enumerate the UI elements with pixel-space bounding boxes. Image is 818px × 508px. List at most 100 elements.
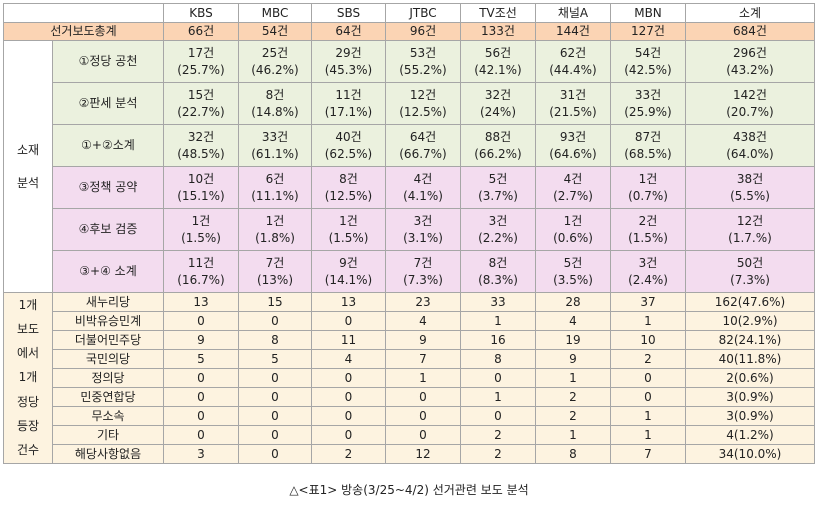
cell-text: 0	[197, 427, 205, 442]
row-label: 선거보도총계	[3, 22, 164, 41]
party-row: 해당사항없음 3 0 2 12 2 8 7 34(10.0%)	[4, 444, 815, 464]
cell: 133건	[460, 22, 536, 41]
column-header: MBC	[238, 3, 312, 23]
cell-text: 1	[494, 389, 502, 404]
column-header: MBN	[610, 3, 686, 23]
cell-text: 0	[419, 427, 427, 442]
cell-line: 12건	[736, 213, 764, 228]
cell-line: (3.7%)	[478, 188, 518, 203]
cell: 32건 (24%)	[460, 82, 536, 125]
row-label-text: 비박유승민계	[74, 313, 142, 328]
cell: 4(1.2%)	[685, 425, 815, 445]
row-label-text: ①+②소계	[81, 138, 135, 152]
cell: 2	[535, 406, 611, 426]
party-row: 더불어민주당 9 8 11 9 16 19 10 82(24.1%)	[4, 330, 815, 350]
cell-line: 32건	[484, 87, 512, 102]
cell: 38건 (5.5%)	[685, 166, 815, 209]
cell-text: 0	[271, 446, 279, 461]
row-label-text: 민중연합당	[80, 389, 136, 404]
cell-line: (22.7%)	[177, 104, 225, 119]
row-label: 비박유승민계	[52, 311, 164, 331]
cell-line: 296건	[733, 45, 767, 60]
caption: △<표1> 방송(3/25~4/2) 선거관련 보도 분석	[289, 483, 529, 497]
column-label: KBS	[189, 5, 213, 20]
cell-line: 8건	[488, 255, 508, 270]
cell: 0	[163, 368, 239, 388]
cell-line: (43.2%)	[726, 62, 774, 77]
cell: 31건 (21.5%)	[535, 82, 611, 125]
cell: 2건 (1.5%)	[610, 208, 686, 251]
cell: 1	[610, 311, 686, 331]
cell-text: 0	[271, 389, 279, 404]
cell-line: (2.7%)	[553, 188, 593, 203]
cell-line: 1건	[563, 213, 583, 228]
cell: 8건 (14.8%)	[238, 82, 312, 125]
cell-text: 96건	[409, 24, 437, 38]
row-label-text: 국민의당	[85, 351, 131, 366]
cell: 19	[535, 330, 611, 350]
cell: 142건 (20.7%)	[685, 82, 815, 125]
row-label: ④후보 검증	[52, 208, 164, 251]
cell: 12건 (1.7.%)	[685, 208, 815, 251]
cell: 93건 (64.6%)	[535, 124, 611, 167]
cell: 3(0.9%)	[685, 406, 815, 426]
row-label-text: 선거보도총계	[50, 24, 117, 38]
cell-line: (3.5%)	[553, 272, 593, 287]
party-row: 민중연합당 0 0 0 0 1 2 0 3(0.9%)	[4, 387, 815, 407]
cell-line: (14.1%)	[324, 272, 373, 287]
cell-line: (0.7%)	[628, 188, 668, 203]
cell-text: 5	[197, 351, 205, 366]
cell-line: (66.2%)	[474, 146, 522, 161]
cell-line: (20.7%)	[726, 104, 774, 119]
cell: 15건 (22.7%)	[163, 82, 239, 125]
cell-text: 5	[271, 351, 279, 366]
cell: 13	[311, 292, 386, 312]
row-label-text: ②판세 분석	[78, 96, 138, 110]
cell: 23	[385, 292, 461, 312]
cell-line: (62.5%)	[324, 146, 373, 161]
cell-line: 56건	[484, 45, 512, 60]
column-header: 소계	[685, 3, 815, 23]
column-label: MBN	[634, 5, 662, 20]
analysis-row: ③정책 공약 10건 (15.1%) 6건 (11.1%) 8건 (12.5%) 4건 (4.1…	[4, 166, 815, 209]
cell: 5건 (3.5%)	[535, 250, 611, 293]
cell-line: (66.7%)	[399, 146, 447, 161]
cell-line: (64.0%)	[726, 146, 774, 161]
cell-line: (42.1%)	[474, 62, 522, 77]
cell-text: 9	[419, 332, 427, 347]
cell: 7	[385, 349, 461, 369]
cell: 1	[460, 387, 536, 407]
cell: 50건 (7.3%)	[685, 250, 815, 293]
cell: 4	[311, 349, 386, 369]
cell-text: 12	[415, 446, 431, 461]
cell-line: 142건	[733, 87, 767, 102]
cell-line: 1건	[265, 213, 285, 228]
cell: 0	[238, 444, 312, 464]
group-label-line: 등장	[16, 419, 40, 434]
cell: 12건 (12.5%)	[385, 82, 461, 125]
row-label: ①정당 공천	[52, 40, 164, 83]
cell-text: 28	[565, 294, 581, 309]
cell-line: (2.4%)	[628, 272, 668, 287]
cell: 9	[385, 330, 461, 350]
analysis-row: ④후보 검증 1건 (1.5%) 1건 (1.8%) 1건 (1.5%) 3건 (3.1%) 3건…	[4, 208, 815, 251]
cell: 1	[535, 368, 611, 388]
row-label: 기타	[52, 425, 164, 445]
cell-text: 54건	[261, 24, 289, 38]
cell-line: (5.5%)	[730, 188, 770, 203]
cell-line: 3건	[638, 255, 658, 270]
cell: 5	[163, 349, 239, 369]
row-label: 새누리당	[52, 292, 164, 312]
cell-line: 10건	[187, 171, 215, 186]
row-label: 더불어민주당	[52, 330, 164, 350]
row-label-text: 더불어민주당	[74, 332, 142, 347]
cell-line: (7.3%)	[403, 272, 443, 287]
group-label-lines: 소재 분석	[5, 134, 52, 200]
cell-line: 11건	[187, 255, 215, 270]
cell-text: 1	[644, 313, 652, 328]
row-label: 정의당	[52, 368, 164, 388]
cell: 4	[535, 311, 611, 331]
cell: 2	[610, 349, 686, 369]
cell-text: 66건	[187, 24, 215, 38]
cell-line: 17건	[187, 45, 215, 60]
